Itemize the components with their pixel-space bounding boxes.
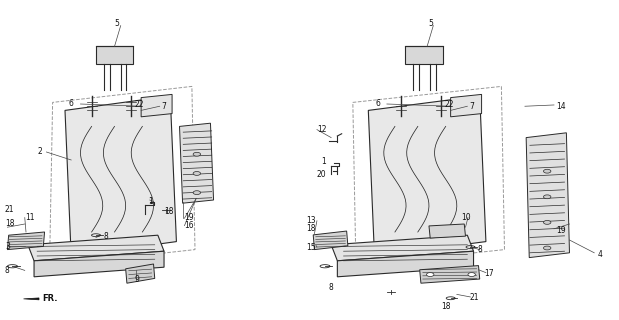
Polygon shape [28,235,164,261]
Polygon shape [420,266,480,283]
Text: 1: 1 [321,157,326,166]
Text: 22: 22 [444,100,454,109]
Text: 18: 18 [441,302,451,311]
Polygon shape [34,251,164,277]
Text: 10: 10 [461,213,471,222]
Text: 7: 7 [161,102,166,111]
Polygon shape [405,46,443,64]
Circle shape [543,169,551,173]
Polygon shape [96,46,133,64]
Circle shape [543,220,551,224]
Text: 7: 7 [469,102,474,111]
Polygon shape [141,94,172,117]
Text: 18: 18 [5,220,14,228]
Circle shape [193,191,201,195]
Text: 21: 21 [469,293,478,302]
Text: 20: 20 [316,170,326,179]
Text: 6: 6 [68,100,73,108]
Text: 6: 6 [376,100,381,108]
Circle shape [468,273,475,276]
Polygon shape [180,123,214,203]
Circle shape [193,152,201,156]
Text: 16: 16 [184,221,194,230]
Polygon shape [126,264,155,283]
Text: FR.: FR. [42,294,58,303]
Circle shape [543,246,551,250]
Text: 5: 5 [115,19,119,28]
Text: 19: 19 [556,226,566,235]
Text: 18: 18 [306,224,316,233]
Text: 12: 12 [317,125,326,134]
Circle shape [426,273,434,276]
Polygon shape [7,232,45,250]
Text: 18: 18 [164,207,173,216]
Text: 11: 11 [25,213,34,222]
Text: 5: 5 [428,19,433,28]
Polygon shape [331,235,474,261]
Text: 13: 13 [306,216,316,225]
Text: 15: 15 [306,243,316,252]
Text: 22: 22 [135,100,144,109]
Text: 9: 9 [135,276,140,284]
Text: 8: 8 [328,284,333,292]
Text: 8: 8 [478,245,483,254]
Text: 1: 1 [149,197,154,206]
Text: 17: 17 [484,269,494,278]
Polygon shape [526,133,569,258]
Polygon shape [451,94,482,117]
Text: 19: 19 [184,213,194,222]
Text: 8: 8 [5,266,10,275]
Text: 2: 2 [37,148,42,156]
Polygon shape [65,96,176,256]
Polygon shape [337,251,474,277]
Text: 8: 8 [103,232,108,241]
Text: 3: 3 [5,242,10,251]
Polygon shape [24,298,39,300]
Text: 21: 21 [5,205,14,214]
Text: 4: 4 [597,250,602,259]
Polygon shape [368,96,486,256]
Polygon shape [313,231,348,250]
Polygon shape [429,224,465,238]
Text: 14: 14 [556,102,566,111]
Circle shape [543,195,551,199]
Circle shape [193,172,201,175]
